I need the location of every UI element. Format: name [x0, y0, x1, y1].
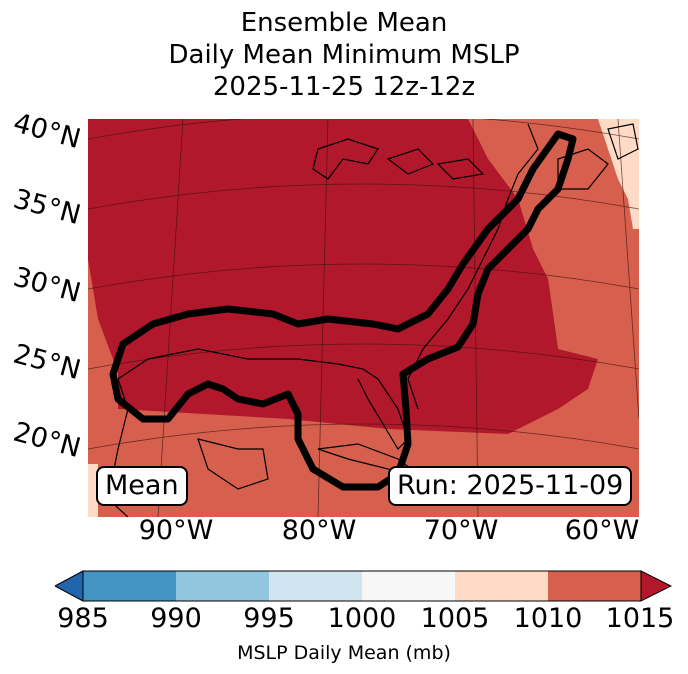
run-date-box: Run: 2025-11-09 [388, 466, 633, 506]
colorbar-bin-1000-1005 [362, 571, 455, 601]
colorbar-tick-1015: 1015 [605, 603, 675, 634]
colorbar-frame [82, 570, 642, 602]
colorbar [55, 570, 672, 602]
colorbar-tick-1005: 1005 [420, 603, 490, 634]
lat-label-35: 35°N [10, 183, 84, 232]
field-1000-1005-sw [88, 464, 98, 517]
map-panel [88, 119, 639, 517]
mslp-contour [109, 130, 577, 491]
lat-label-30: 30°N [10, 261, 84, 310]
lat-label-40: 40°N [10, 107, 84, 156]
coastlines [107, 123, 639, 517]
lat-label-20: 20°N [10, 416, 84, 465]
colorbar-bin-990-995 [176, 571, 269, 601]
colorbar-bin-1005-1010 [455, 571, 548, 601]
field-1005-1010 [88, 119, 639, 517]
colorbar-tick-1010: 1010 [513, 603, 583, 634]
mean-label-box: Mean [96, 466, 188, 506]
title-line-1: Ensemble Mean [240, 8, 448, 38]
graticule [88, 119, 639, 517]
title-line-2: Daily Mean Minimum MSLP [168, 40, 520, 70]
field-1000-1005-east [598, 119, 639, 229]
field-1010-1015-inner [88, 119, 558, 419]
colorbar-tick-995: 995 [243, 603, 295, 634]
lon-label-60w: 60°W [564, 515, 640, 546]
colorbar-bin-985-990 [83, 571, 176, 601]
colorbar-label: MSLP Daily Mean (mb) [237, 642, 451, 664]
lon-label-70w: 70°W [423, 515, 499, 546]
lon-label-90w: 90°W [138, 515, 214, 546]
colorbar-tick-990: 990 [150, 603, 202, 634]
colorbar-bin-1010-1015 [548, 571, 641, 601]
colorbar-tick-1000: 1000 [327, 603, 397, 634]
colorbar-bin-995-1000 [269, 571, 362, 601]
colorbar-under-arrow [55, 570, 84, 602]
lon-label-80w: 80°W [281, 515, 357, 546]
lat-label-25: 25°N [10, 338, 84, 387]
mslp-map [88, 119, 639, 517]
title-line-3: 2025-11-25 12z-12z [212, 72, 476, 102]
colorbar-over-arrow [640, 570, 672, 602]
colorbar-tick-985: 985 [57, 603, 109, 634]
